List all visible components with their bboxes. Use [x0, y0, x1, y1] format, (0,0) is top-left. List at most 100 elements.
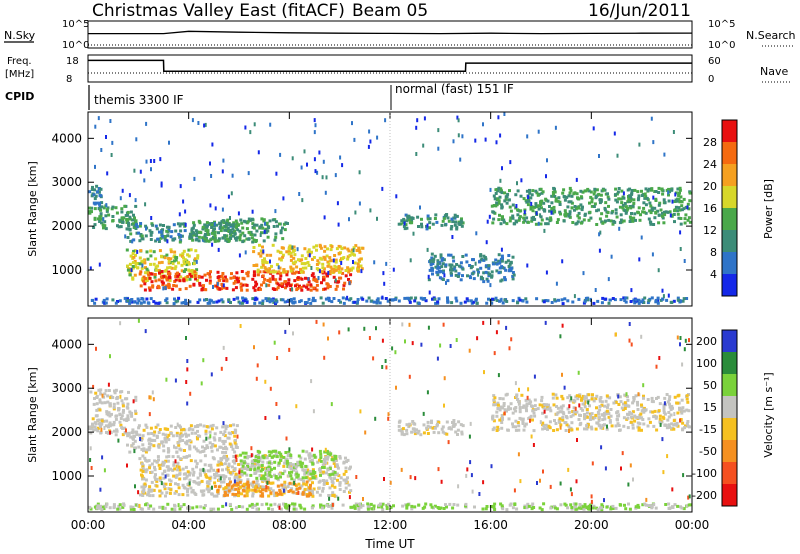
data-cell [141, 470, 145, 473]
data-cell [225, 489, 229, 493]
data-cell [276, 249, 280, 253]
data-cell [460, 430, 464, 434]
data-cell [449, 265, 453, 269]
data-cell [211, 444, 215, 448]
data-cell [215, 223, 219, 227]
noise-cell [327, 270, 330, 275]
data-cell [267, 478, 270, 482]
data-cell [192, 282, 196, 286]
noise-cell [650, 116, 653, 121]
data-cell [191, 271, 195, 275]
data-cell [240, 270, 244, 273]
data-cell [128, 217, 132, 221]
noise-cell [373, 260, 376, 265]
data-cell [321, 489, 325, 493]
data-cell [289, 284, 292, 288]
data-cell [219, 430, 223, 434]
data-cell [326, 247, 329, 251]
data-cell [145, 250, 149, 254]
data-cell [509, 269, 513, 273]
data-cell [646, 301, 650, 305]
data-cell [162, 485, 166, 488]
data-cell [499, 502, 503, 506]
data-cell [509, 216, 513, 220]
data-cell [238, 475, 242, 479]
data-cell [517, 402, 521, 406]
noise-cell [676, 335, 679, 340]
data-cell [268, 280, 272, 284]
data-cell [221, 450, 225, 454]
noise-cell [409, 258, 412, 263]
data-cell [436, 300, 440, 304]
data-cell [539, 203, 543, 207]
data-cell [258, 450, 262, 454]
noise-cell [126, 463, 128, 468]
noise-cell [470, 473, 473, 478]
data-cell [134, 411, 138, 415]
data-cell [474, 298, 478, 302]
data-cell [303, 247, 307, 251]
noise-cell [573, 294, 576, 299]
data-cell [500, 205, 504, 209]
data-cell [103, 401, 107, 405]
data-cell [245, 283, 249, 287]
data-cell [140, 507, 144, 511]
data-cell [642, 394, 645, 398]
data-cell [575, 394, 579, 398]
data-cell [521, 421, 525, 425]
nsearch-tick-bottom: 10^0 [708, 40, 735, 51]
data-cell [113, 429, 116, 433]
data-cell [671, 506, 675, 509]
data-cell [188, 471, 192, 475]
data-cell [152, 488, 156, 492]
data-cell [176, 274, 180, 278]
noise-cell [423, 116, 426, 121]
data-cell [105, 502, 109, 506]
data-cell [514, 428, 518, 432]
data-cell [102, 226, 105, 230]
data-cell [139, 438, 143, 442]
data-cell [431, 259, 435, 263]
data-cell [268, 454, 272, 457]
noise-cell [279, 152, 282, 157]
data-cell [180, 254, 184, 258]
data-cell [184, 287, 188, 291]
data-cell [485, 301, 489, 305]
data-cell [173, 297, 176, 301]
data-cell [187, 254, 191, 258]
data-cell [192, 233, 196, 237]
data-cell [177, 493, 181, 497]
data-cell [503, 278, 507, 282]
data-cell [282, 491, 286, 495]
data-cell [648, 201, 652, 205]
data-cell [568, 210, 572, 214]
data-cell [166, 459, 170, 463]
noise-cell [247, 171, 250, 176]
data-cell [241, 226, 245, 230]
noise-cell [168, 140, 170, 145]
noise-cell [497, 115, 500, 120]
data-cell [616, 190, 620, 194]
data-cell [216, 492, 220, 495]
noise-cell [222, 158, 225, 163]
data-cell [128, 215, 132, 219]
data-cell [587, 504, 591, 508]
data-cell [284, 286, 287, 290]
data-cell [338, 270, 342, 274]
data-cell [336, 464, 339, 468]
data-cell [101, 505, 105, 509]
data-cell [617, 424, 621, 427]
data-cell [341, 271, 345, 275]
data-cell [529, 196, 533, 200]
noise-cell [688, 494, 691, 499]
data-cell [314, 279, 318, 283]
data-cell [142, 300, 146, 304]
data-cell [447, 426, 451, 430]
data-cell [163, 427, 167, 431]
data-cell [326, 450, 330, 454]
noise-cell [661, 288, 664, 293]
data-cell [535, 191, 539, 195]
data-cell [457, 272, 461, 276]
data-cell [685, 394, 689, 398]
freq-strip: Freq. [MHz] 18 8 60 0 Nave [5, 54, 790, 85]
